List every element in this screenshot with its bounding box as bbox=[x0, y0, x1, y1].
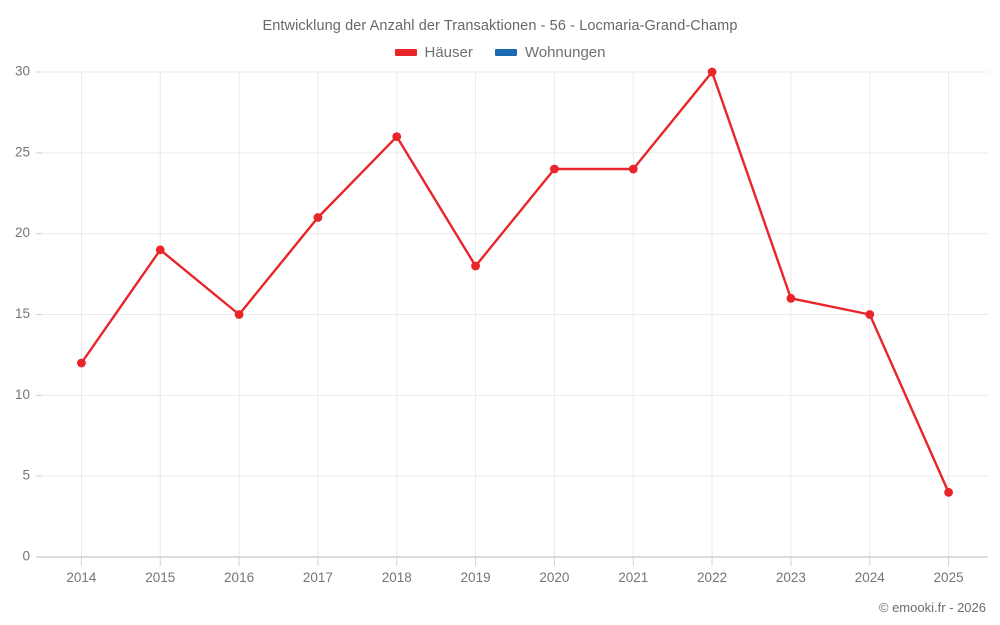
horizontal-gridlines bbox=[42, 71, 988, 477]
y-tick-label: 0 bbox=[22, 549, 30, 564]
data-point-marker[interactable] bbox=[77, 358, 86, 368]
data-point-marker[interactable] bbox=[155, 245, 165, 255]
x-tick-label: 2018 bbox=[382, 570, 412, 585]
legend-swatch-haeuser bbox=[394, 49, 417, 56]
x-tick-label: 2019 bbox=[461, 570, 491, 585]
y-tick-label: 5 bbox=[22, 468, 30, 483]
tick-marks bbox=[36, 71, 950, 566]
x-tick-label: 2022 bbox=[697, 570, 727, 585]
legend-item-haeuser[interactable]: Häuser bbox=[394, 44, 473, 61]
x-tick-label: 2015 bbox=[145, 570, 175, 585]
data-point-marker[interactable] bbox=[313, 213, 323, 222]
legend-label-haeuser: Häuser bbox=[424, 44, 473, 61]
legend-label-wohnungen: Wohnungen bbox=[524, 44, 606, 61]
data-point-marker[interactable] bbox=[471, 261, 480, 271]
y-tick-label: 25 bbox=[15, 144, 30, 159]
series-line bbox=[80, 70, 950, 494]
footer-credit: © emooki.fr - 2026 bbox=[878, 600, 986, 615]
y-tick-label: 30 bbox=[15, 64, 30, 79]
x-axis-tick-labels: 2014 2015 2016 2017 2018 2019 2020 2021 2022 2023… bbox=[66, 570, 963, 585]
x-tick-label: 2016 bbox=[224, 570, 254, 585]
x-tick-label: 2024 bbox=[855, 570, 886, 585]
x-tick-label: 2021 bbox=[618, 570, 648, 585]
vertical-gridlines bbox=[80, 72, 950, 557]
data-point-marker[interactable] bbox=[944, 487, 953, 497]
data-point-marker[interactable] bbox=[628, 164, 638, 174]
data-point-marker[interactable] bbox=[786, 293, 796, 303]
legend-swatch-wohnungen bbox=[494, 49, 517, 56]
x-tick-label: 2020 bbox=[539, 570, 569, 585]
x-tick-label: 2025 bbox=[934, 570, 964, 585]
legend-item-wohnungen[interactable]: Wohnungen bbox=[494, 44, 606, 61]
data-point-marker[interactable] bbox=[707, 67, 717, 77]
series-markers bbox=[77, 67, 953, 497]
data-point-marker[interactable] bbox=[550, 164, 559, 174]
y-tick-label: 15 bbox=[15, 306, 30, 321]
x-tick-label: 2014 bbox=[66, 570, 97, 585]
data-point-marker[interactable] bbox=[392, 132, 402, 142]
chart-legend: Häuser Wohnungen bbox=[0, 44, 1000, 61]
x-tick-label: 2017 bbox=[303, 570, 333, 585]
series-lines bbox=[80, 70, 950, 494]
y-tick-label: 10 bbox=[15, 387, 30, 402]
data-point-marker[interactable] bbox=[234, 310, 244, 319]
data-point-marker[interactable] bbox=[865, 310, 875, 319]
chart-title: Entwicklung der Anzahl der Transaktionen… bbox=[262, 18, 738, 34]
x-tick-label: 2023 bbox=[776, 570, 806, 585]
y-axis-tick-labels: 0 5 10 15 20 25 30 bbox=[15, 64, 30, 564]
y-tick-label: 20 bbox=[15, 225, 30, 240]
